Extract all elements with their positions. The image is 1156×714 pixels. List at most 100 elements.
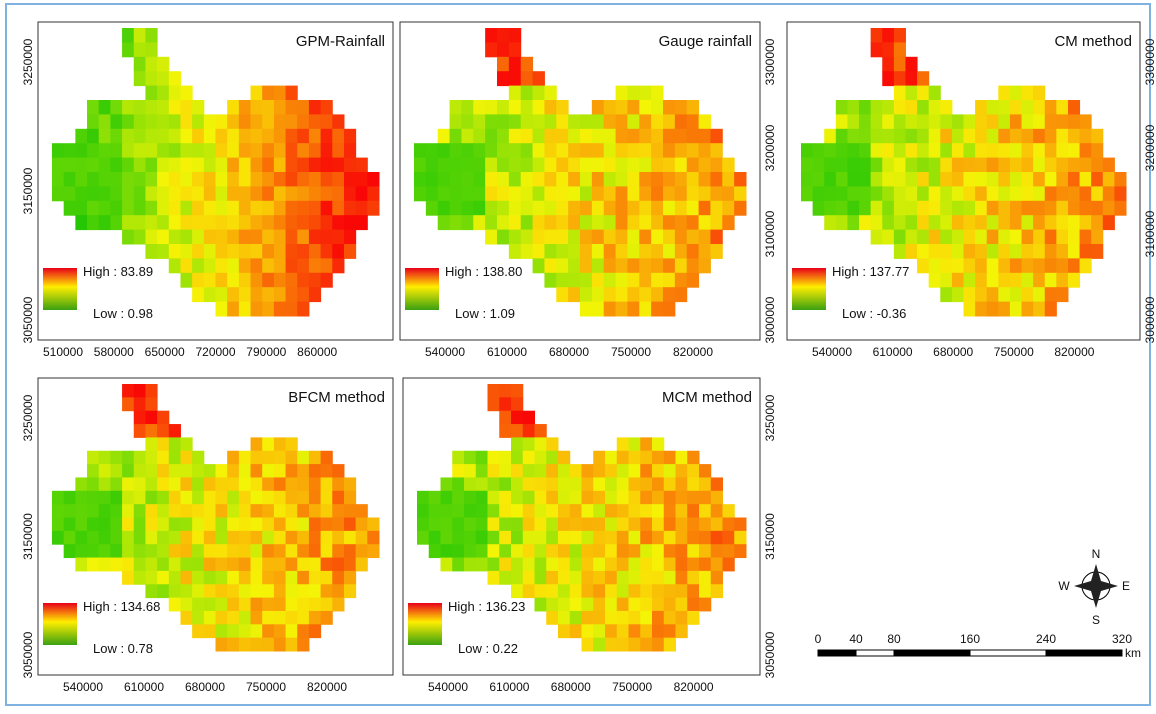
raster-cell xyxy=(227,597,240,612)
raster-cell xyxy=(192,172,205,187)
raster-cell xyxy=(663,172,676,187)
raster-cell xyxy=(1056,287,1069,303)
raster-cell xyxy=(652,464,665,478)
y-label: 3250000 xyxy=(21,38,35,85)
raster-cell xyxy=(520,244,534,259)
raster-cell xyxy=(591,100,605,115)
raster-cell xyxy=(343,570,357,585)
raster-cell xyxy=(686,186,700,202)
raster-cell xyxy=(639,272,652,288)
raster-cell xyxy=(847,143,860,159)
raster-cell xyxy=(98,517,111,532)
raster-cell xyxy=(449,114,462,130)
raster-cell xyxy=(603,215,617,231)
raster-cell xyxy=(110,490,123,505)
raster-cell xyxy=(75,186,88,202)
raster-cell xyxy=(998,301,1011,317)
raster-cell xyxy=(674,244,688,259)
raster-cell xyxy=(986,244,999,259)
compass-star xyxy=(1074,564,1118,608)
raster-cell xyxy=(1044,100,1057,115)
raster-cell xyxy=(145,384,158,398)
raster-cell xyxy=(168,424,181,438)
raster-cell xyxy=(928,200,941,216)
raster-cell xyxy=(581,584,594,599)
legend-ramp xyxy=(43,268,77,310)
raster-cell xyxy=(699,597,712,612)
raster-cell xyxy=(511,424,524,438)
raster-cell xyxy=(461,186,474,202)
raster-cell xyxy=(615,143,628,159)
raster-cell xyxy=(180,464,193,478)
raster-cell xyxy=(203,258,216,274)
raster-cell xyxy=(320,143,333,159)
raster-cell xyxy=(905,100,918,115)
raster-cell xyxy=(308,114,322,130)
raster-cell xyxy=(917,172,930,187)
raster-cell xyxy=(262,258,275,274)
raster-cell xyxy=(215,244,228,259)
raster-cell xyxy=(343,244,357,259)
panel-title: Gauge rainfall xyxy=(659,33,752,50)
raster-cell xyxy=(870,200,883,216)
raster-cell xyxy=(285,172,298,187)
raster-cell xyxy=(428,517,441,532)
raster-cell xyxy=(639,172,652,187)
raster-cell xyxy=(1044,128,1057,144)
raster-cell xyxy=(640,517,653,532)
x-label: 790000 xyxy=(246,345,286,359)
raster-cell xyxy=(273,517,287,532)
raster-cell xyxy=(640,637,653,652)
raster-cell xyxy=(640,504,653,518)
raster-cell xyxy=(157,504,170,518)
raster-cell xyxy=(963,244,976,259)
raster-cell xyxy=(285,128,298,144)
raster-cell xyxy=(975,258,988,274)
raster-cell xyxy=(975,100,988,115)
raster-cell xyxy=(674,100,688,115)
raster-cell xyxy=(847,186,860,202)
raster-cell xyxy=(180,100,193,115)
raster-cell xyxy=(986,200,999,216)
raster-cell xyxy=(87,128,100,144)
raster-cell xyxy=(192,114,205,130)
raster-cell xyxy=(580,244,593,259)
raster-cell xyxy=(640,544,653,559)
raster-cell xyxy=(215,229,228,245)
raster-cell xyxy=(355,517,368,532)
raster-cell xyxy=(110,200,123,216)
raster-cell xyxy=(639,114,652,130)
raster-cell xyxy=(273,272,287,288)
raster-cell xyxy=(534,584,547,599)
raster-cell xyxy=(238,157,252,173)
raster-cell xyxy=(859,157,872,173)
raster-cell xyxy=(461,172,474,187)
raster-cell xyxy=(593,490,606,505)
raster-cell xyxy=(812,143,825,159)
raster-cell xyxy=(722,517,735,532)
raster-cell xyxy=(627,301,640,317)
raster-cell xyxy=(487,544,500,559)
raster-cell xyxy=(98,128,111,144)
raster-cell xyxy=(639,128,652,144)
raster-cell xyxy=(674,157,688,173)
raster-cell xyxy=(615,114,628,130)
raster-cell xyxy=(273,215,287,231)
raster-cell xyxy=(285,544,298,559)
raster-cell xyxy=(238,504,252,518)
raster-cell xyxy=(308,258,322,274)
raster-cell xyxy=(250,287,263,303)
raster-cell xyxy=(168,517,181,532)
raster-cell xyxy=(591,301,605,317)
raster-cell xyxy=(628,450,641,465)
raster-cell xyxy=(157,544,170,559)
raster-cell xyxy=(485,200,498,216)
raster-cell xyxy=(508,114,522,130)
raster-cell xyxy=(449,215,462,231)
raster-cell xyxy=(332,258,345,274)
raster-cell xyxy=(998,244,1011,259)
legend-high: High : 83.89 xyxy=(83,264,153,279)
raster-cell xyxy=(593,517,606,532)
raster-cell xyxy=(870,157,883,173)
raster-cell xyxy=(1044,229,1057,245)
